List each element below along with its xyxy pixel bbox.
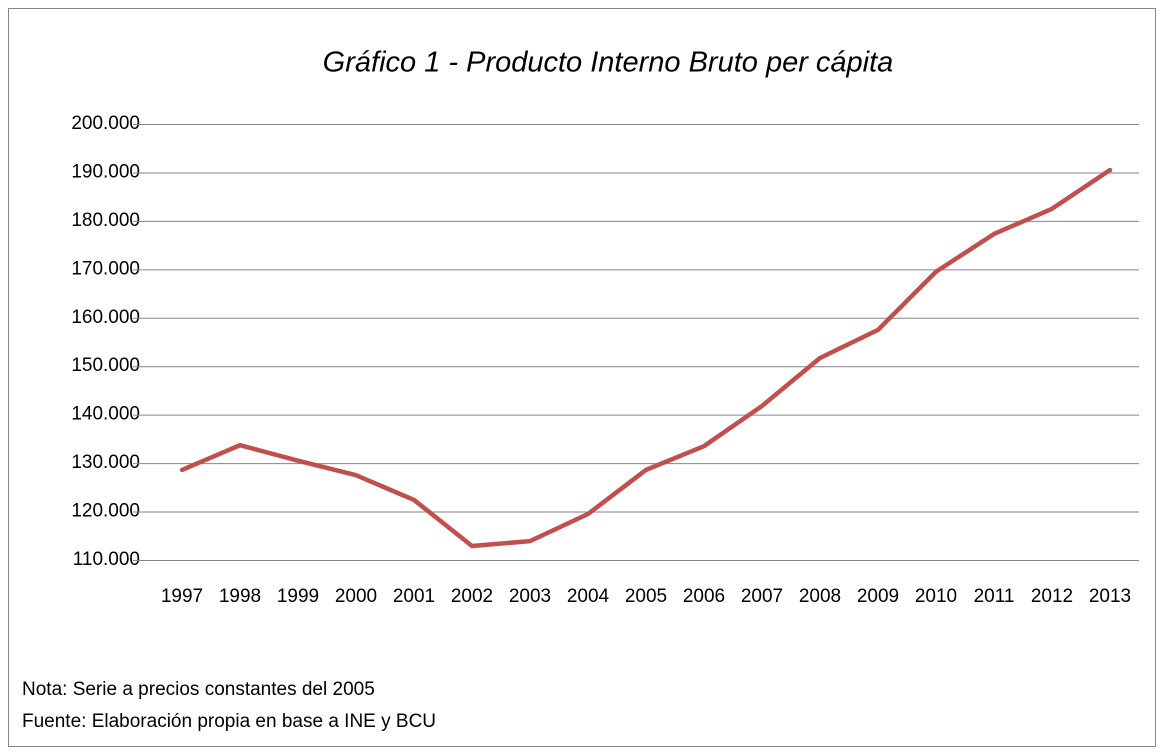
x-tick-label: 2007 [741, 586, 783, 607]
source-note: Fuente: Elaboración propia en base a INE… [22, 711, 436, 732]
x-tick-label: 1997 [161, 586, 203, 607]
x-tick-label: 1998 [219, 586, 261, 607]
line-series [179, 167, 1113, 549]
x-tick-label: 2009 [857, 586, 899, 607]
x-tick-label: 2003 [509, 586, 551, 607]
y-tick-label: 160.000 [71, 307, 140, 328]
chart-border [8, 8, 1156, 747]
x-tick-label: 2012 [1031, 586, 1073, 607]
x-tick-label: 2004 [567, 586, 610, 607]
y-tick-label: 140.000 [71, 404, 140, 425]
y-tick-label: 190.000 [71, 161, 140, 182]
y-tick-label: 110.000 [73, 549, 140, 570]
chart-title: Gráfico 1 - Producto Interno Bruto per c… [323, 47, 894, 79]
x-tick-label: 2000 [335, 586, 377, 607]
x-tick-label: 2013 [1089, 586, 1131, 607]
y-tick-label: 130.000 [71, 452, 140, 473]
x-tick-label: 2005 [625, 586, 667, 607]
x-tick-label: 2001 [393, 586, 435, 607]
x-tick-label: 2006 [683, 586, 725, 607]
y-tick-label: 150.000 [71, 355, 140, 376]
note: Nota: Serie a precios constantes del 200… [22, 679, 375, 700]
y-tick-label: 180.000 [71, 210, 140, 231]
x-tick-label: 2010 [915, 586, 957, 607]
y-tick-label: 170.000 [71, 258, 140, 279]
x-tick-label: 1999 [277, 586, 319, 607]
x-tick-label: 2011 [974, 586, 1015, 607]
y-tick-label: 200.000 [71, 113, 140, 134]
x-tick-label: 2008 [799, 586, 841, 607]
x-tick-label: 2002 [451, 586, 493, 607]
y-tick-label: 120.000 [71, 501, 140, 522]
